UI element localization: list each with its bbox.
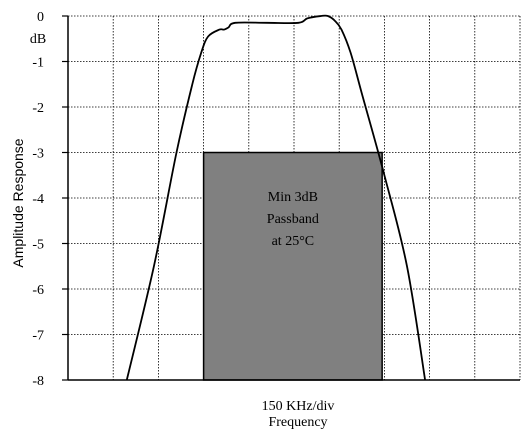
y-tick-labels: 0 -1 -2 -3 -4 -5 -6 -7 -8 xyxy=(32,10,44,389)
y-tick-label: -1 xyxy=(32,56,44,71)
y-unit-label: dB xyxy=(30,32,46,47)
response-curve xyxy=(125,14,426,381)
y-tick-label: -3 xyxy=(32,147,44,162)
annotation-line-1: Min 3dB xyxy=(268,190,318,205)
y-tick-label: -4 xyxy=(32,192,44,207)
annotation-line-3: at 25°C xyxy=(272,234,315,249)
x-axis-title: Frequency xyxy=(268,415,327,429)
passband-annotation: Min 3dB Passband at 25°C xyxy=(202,151,383,381)
axes xyxy=(62,15,520,381)
passband-box xyxy=(202,151,383,381)
y-tick-label: -7 xyxy=(32,329,44,344)
y-axis-title: Amplitude Response xyxy=(10,138,26,267)
x-scale-label: 150 KHz/div xyxy=(262,399,335,414)
y-tick-label: -5 xyxy=(32,238,44,253)
y-tick-label: -2 xyxy=(32,101,44,116)
y-tick-label: -6 xyxy=(32,283,44,298)
annotation-line-2: Passband xyxy=(267,212,319,227)
y-tick-label: 0 xyxy=(37,10,44,25)
y-tick-label: -8 xyxy=(32,374,44,389)
